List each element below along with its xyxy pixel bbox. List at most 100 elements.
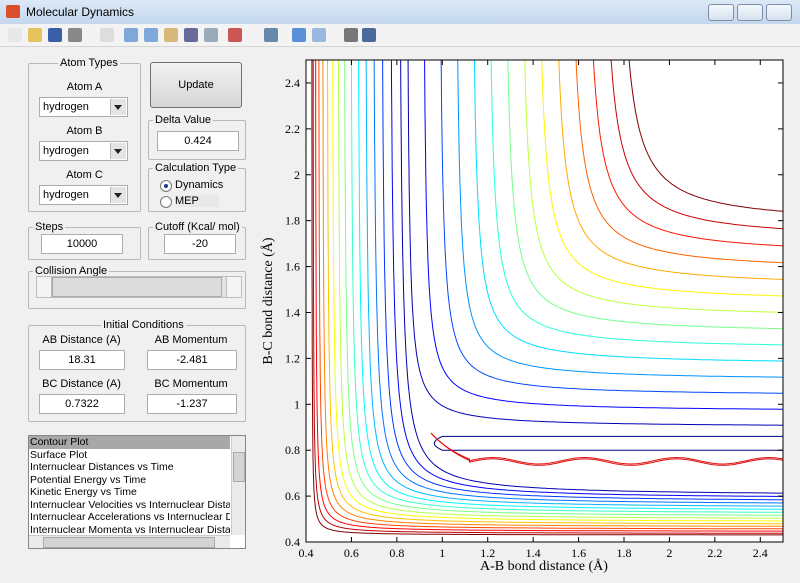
radio-label: Dynamics — [175, 179, 224, 191]
contour-line — [315, 60, 783, 532]
list-item[interactable]: Internuclear Accelerations vs Internucle… — [30, 511, 230, 523]
contour-line — [326, 60, 783, 525]
toolbar-button[interactable] — [344, 28, 358, 42]
x-tick-label: 1.4 — [526, 546, 541, 560]
contour-line — [490, 60, 783, 346]
dropdown-value: hydrogen — [43, 189, 89, 201]
trajectory — [430, 432, 783, 465]
list-item[interactable]: Surface Plot — [30, 448, 88, 461]
x-tick-label: 0.6 — [344, 546, 359, 560]
toolbar-button[interactable] — [204, 28, 218, 42]
contour-line — [541, 60, 783, 297]
toolbar-button[interactable] — [100, 28, 114, 42]
y-tick-label: 1 — [294, 397, 300, 411]
atom-dropdown[interactable]: hydrogen — [39, 185, 128, 205]
slider-thumb[interactable] — [52, 277, 222, 297]
y-tick-label: 1.8 — [285, 214, 300, 228]
toolbar-button[interactable] — [124, 28, 138, 42]
contour-line — [382, 60, 783, 501]
panel-title: Delta Value — [153, 114, 214, 126]
x-tick-label: 0.8 — [389, 546, 404, 560]
contour-line — [628, 60, 783, 212]
toolbar-button[interactable] — [48, 28, 62, 42]
contour-line — [473, 60, 783, 362]
contour-line — [318, 60, 783, 530]
atom-label: Atom C — [66, 169, 103, 181]
title-bar: Molecular Dynamics — [0, 0, 800, 25]
toolbar-button[interactable] — [68, 28, 82, 42]
maximize-button[interactable] — [737, 4, 763, 21]
contour-line — [373, 60, 783, 504]
toolbar-button[interactable] — [312, 28, 326, 42]
x-tick-label: 2 — [666, 546, 672, 560]
contour-line — [332, 60, 783, 522]
y-axis-label: B-C bond distance (Å) — [260, 237, 276, 364]
panel-title: Collision Angle — [33, 265, 110, 277]
panel-title: Atom Types — [58, 57, 120, 69]
field-label: AB Momentum — [154, 334, 228, 346]
contour-line — [390, 60, 783, 497]
y-tick-label: 2.4 — [285, 76, 300, 90]
contour-line — [350, 60, 783, 513]
slider-left[interactable] — [37, 277, 52, 297]
close-button[interactable] — [766, 4, 792, 21]
x-axis-label: A-B bond distance (Å) — [480, 558, 608, 574]
field-input[interactable]: -2.481 — [147, 350, 237, 370]
delta-input[interactable]: 0.424 — [157, 131, 239, 151]
y-tick-label: 1.6 — [285, 260, 300, 274]
toolbar-button[interactable] — [164, 28, 178, 42]
list-items: Contour Plot Surface Plot Internuclear Dis… — [29, 436, 230, 536]
y-tick-label: 2.2 — [285, 122, 300, 136]
toolbar-button[interactable] — [184, 28, 198, 42]
update-button[interactable]: Update — [150, 62, 242, 108]
toolbar-button[interactable] — [228, 28, 242, 42]
atom-dropdown[interactable]: hydrogen — [39, 97, 128, 117]
x-tick-label: 2.2 — [707, 546, 722, 560]
contour-line — [358, 60, 783, 510]
contour-line — [344, 60, 783, 516]
field-input[interactable]: 0.7322 — [39, 394, 125, 414]
toolbar-button[interactable] — [144, 28, 158, 42]
atom-label: Atom A — [66, 81, 103, 93]
contour-line — [457, 60, 783, 378]
axes-box — [305, 59, 784, 543]
y-tick-label: 0.6 — [285, 489, 300, 503]
list-item[interactable]: Potential Energy vs Time — [30, 473, 147, 486]
radio-button[interactable] — [160, 196, 172, 208]
atom-types-panel: Atom Types Atom A hydrogen Atom B hydrog… — [28, 57, 141, 212]
angle-slider[interactable] — [36, 276, 242, 298]
list-item[interactable]: Kinetic Energy vs Time — [30, 486, 137, 498]
toolbar-button[interactable] — [8, 28, 22, 42]
x-tick-label: 1.8 — [617, 546, 632, 560]
toolbar — [0, 24, 800, 47]
panel-title: Calculation Type — [153, 162, 239, 174]
toolbar-button[interactable] — [292, 28, 306, 42]
contour-line — [312, 60, 783, 534]
list-item[interactable]: Internuclear Momenta vs Internuclear Dis… — [30, 523, 230, 536]
contour-line — [322, 60, 783, 527]
list-item[interactable]: Internuclear Distances vs Time — [30, 461, 174, 473]
y-tick-label: 1.2 — [285, 351, 300, 365]
vertical-scrollbar[interactable] — [231, 436, 245, 535]
toolbar-button[interactable] — [28, 28, 42, 42]
field-input[interactable]: -1.237 — [147, 394, 237, 414]
toolbar-button[interactable] — [362, 28, 376, 42]
initial-conditions-panel: Initial Conditions AB Distance (A) 18.31… — [28, 319, 246, 422]
list-item[interactable]: Internuclear Velocities vs Internuclear … — [30, 498, 230, 511]
scroll-thumb[interactable] — [233, 452, 245, 482]
scroll-thumb[interactable] — [43, 537, 215, 548]
field-input[interactable]: 18.31 — [39, 350, 125, 370]
list-item[interactable]: Contour Plot — [29, 436, 230, 449]
cutoff-input[interactable]: -20 — [164, 234, 236, 254]
atom-dropdown[interactable]: hydrogen — [39, 141, 128, 161]
toolbar-button[interactable] — [264, 28, 278, 42]
atom-label: Atom B — [66, 125, 103, 137]
contour-line — [424, 60, 783, 410]
slider-right[interactable] — [226, 277, 241, 297]
horizontal-scrollbar[interactable] — [29, 535, 230, 548]
steps-input[interactable]: 10000 — [41, 234, 123, 254]
minimize-button[interactable] — [708, 4, 734, 21]
radio-button[interactable] — [160, 180, 172, 192]
panel-title: Initial Conditions — [101, 319, 186, 331]
